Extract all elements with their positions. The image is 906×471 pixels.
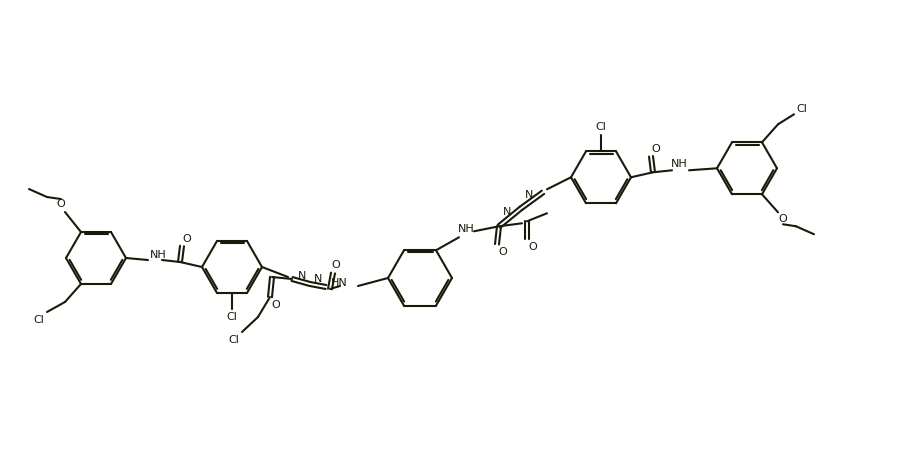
Text: O: O [183,234,191,244]
Text: N: N [313,274,323,284]
Text: O: O [528,242,537,252]
Text: N: N [298,271,306,281]
Text: O: O [56,199,65,209]
Text: NH: NH [670,159,688,169]
Text: Cl: Cl [34,315,44,325]
Text: NH: NH [149,250,167,260]
Text: Cl: Cl [595,122,606,132]
Text: NH: NH [458,224,475,234]
Text: O: O [332,260,341,270]
Text: Cl: Cl [228,335,239,345]
Text: N: N [503,207,511,217]
Text: O: O [778,214,787,224]
Text: Cl: Cl [796,104,807,114]
Text: N: N [525,190,534,200]
Text: O: O [272,300,280,310]
Text: O: O [651,144,660,154]
Text: O: O [498,247,507,257]
Text: Cl: Cl [226,312,237,322]
Text: HN: HN [332,278,348,288]
